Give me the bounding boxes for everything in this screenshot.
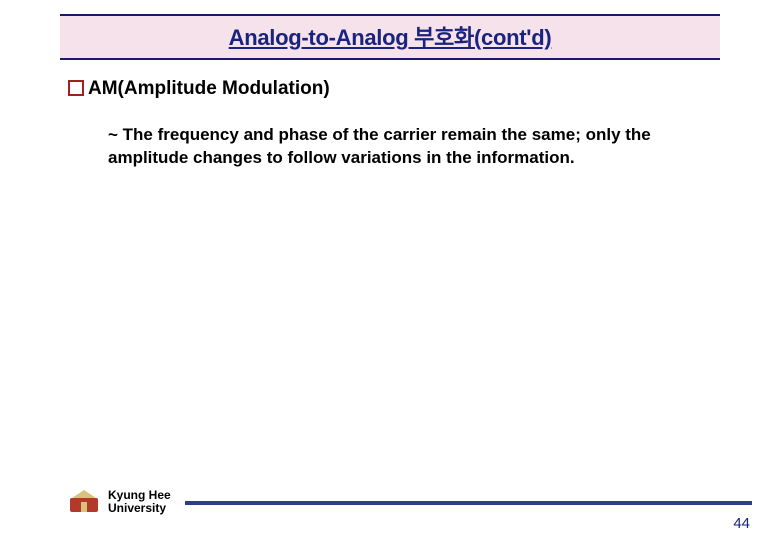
university-name: Kyung Hee University: [108, 489, 171, 515]
footer: Kyung Hee University: [68, 482, 752, 522]
page-number: 44: [733, 515, 750, 532]
bullet-row: AM(Amplitude Modulation): [68, 78, 330, 100]
university-line1: Kyung Hee: [108, 488, 171, 502]
body-paragraph: ~ The frequency and phase of the carrier…: [108, 124, 720, 170]
slide-title: Analog-to-Analog 부호화(cont'd): [229, 25, 552, 50]
slide: Analog-to-Analog 부호화(cont'd) AM(Amplitud…: [0, 0, 780, 540]
square-bullet-icon: [68, 80, 84, 96]
footer-divider: [185, 501, 752, 505]
bullet-heading: AM(Amplitude Modulation): [88, 78, 330, 100]
university-logo-icon: [68, 488, 100, 516]
title-bar: Analog-to-Analog 부호화(cont'd): [60, 14, 720, 60]
university-line2: University: [108, 501, 166, 515]
